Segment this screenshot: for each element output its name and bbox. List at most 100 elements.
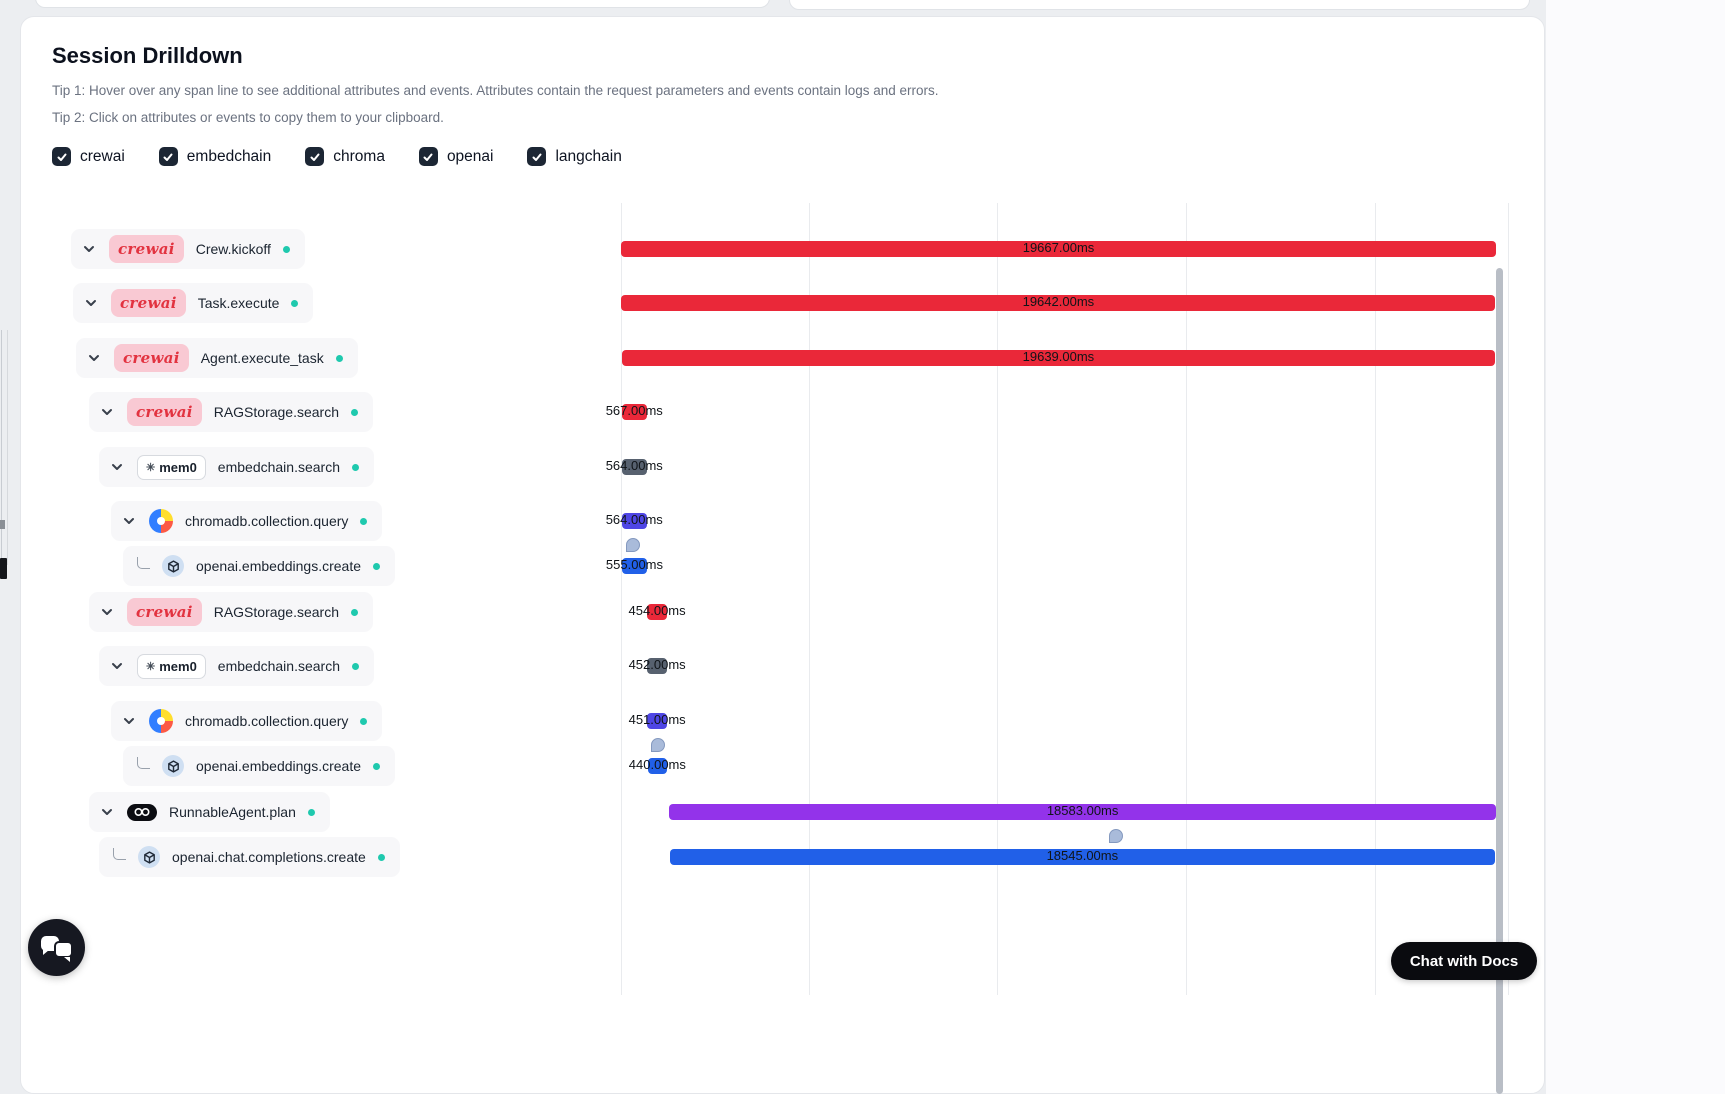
checkbox-checked-icon: [527, 147, 547, 166]
timeline-gridline: [997, 203, 998, 995]
span-name: RAGStorage.search: [213, 404, 340, 420]
trace-row-label[interactable]: openai.embeddings.create: [123, 546, 396, 586]
chevron-down-icon[interactable]: [121, 713, 137, 729]
span-bar[interactable]: [646, 604, 668, 620]
checkbox-checked-icon: [305, 147, 325, 166]
duration-label: 454.00ms: [628, 603, 686, 618]
status-dot: [351, 608, 359, 616]
chevron-down-icon[interactable]: [109, 459, 125, 475]
filter-label: langchain: [555, 147, 622, 165]
span-bar[interactable]: [621, 241, 1496, 257]
event-bubble-icon[interactable]: [650, 738, 665, 752]
filter-langchain[interactable]: langchain: [527, 147, 622, 166]
filter-openai[interactable]: openai: [418, 147, 494, 166]
child-elbow-connector: [113, 847, 126, 860]
crewai-logo: crewai: [114, 344, 189, 372]
timeline-gridline: [809, 203, 810, 995]
timeline-gridline: [1508, 203, 1509, 995]
trace-row-label[interactable]: crewai Task.execute: [73, 283, 314, 323]
trace-row-label[interactable]: crewai RAGStorage.search: [89, 392, 374, 432]
trace-row-label[interactable]: chromadb.collection.query: [111, 501, 383, 541]
page-edge-artifact: [1, 330, 2, 565]
span-name: Task.execute: [197, 295, 280, 311]
status-dot: [373, 762, 381, 770]
chevron-down-icon[interactable]: [83, 295, 99, 311]
vertical-scrollbar[interactable]: [1496, 268, 1503, 1094]
openai-logo: [162, 755, 184, 777]
duration-label: 451.00ms: [628, 712, 686, 727]
chevron-down-icon[interactable]: [99, 404, 115, 420]
span-name: chromadb.collection.query: [185, 513, 349, 529]
filter-label: crewai: [80, 147, 125, 165]
duration-label: 18583.00ms: [1046, 803, 1119, 818]
chevron-down-icon[interactable]: [109, 658, 125, 674]
child-elbow-connector: [137, 556, 150, 569]
span-bar[interactable]: [622, 558, 647, 574]
span-bar[interactable]: [669, 849, 1495, 865]
span-bar[interactable]: [621, 513, 647, 529]
openai-logo: [138, 846, 160, 868]
chat-launcher-button[interactable]: [28, 919, 85, 976]
span-bar[interactable]: [647, 713, 668, 729]
duration-label: 440.00ms: [628, 757, 686, 772]
trace-row-label[interactable]: ✳ mem0 embedchain.search: [99, 646, 374, 686]
trace-row-label[interactable]: openai.chat.completions.create: [99, 837, 400, 877]
chevron-down-icon[interactable]: [121, 513, 137, 529]
span-bar[interactable]: [621, 459, 647, 475]
checkbox-checked-icon: [418, 147, 438, 166]
trace-row-label[interactable]: ✳ mem0 embedchain.search: [99, 447, 374, 487]
chevron-down-icon[interactable]: [99, 604, 115, 620]
filter-embedchain[interactable]: embedchain: [158, 147, 271, 166]
chevron-down-icon[interactable]: [81, 241, 97, 257]
span-bar[interactable]: [621, 404, 647, 420]
timeline-gridline: [621, 203, 622, 995]
page-edge-artifact: [0, 558, 7, 579]
timeline-gridline: [1375, 203, 1376, 995]
trace-row-label[interactable]: crewai Agent.execute_task: [76, 338, 358, 378]
duration-label: 19639.00ms: [1022, 349, 1095, 364]
event-bubble-icon[interactable]: [1108, 829, 1123, 843]
span-bar[interactable]: [669, 804, 1496, 820]
page-edge-artifact: [7, 330, 8, 565]
duration-label: 555.00ms: [605, 557, 663, 572]
trace-row-label[interactable]: crewai RAGStorage.search: [89, 592, 374, 632]
span-name: RunnableAgent.plan: [169, 804, 296, 820]
filter-label: openai: [446, 147, 494, 165]
checkbox-checked-icon: [52, 147, 71, 166]
status-dot: [377, 853, 385, 861]
status-dot: [360, 517, 368, 525]
chevron-down-icon[interactable]: [86, 350, 102, 366]
chroma-logo: [149, 509, 173, 533]
duration-label: 567.00ms: [605, 403, 663, 418]
span-name: Crew.kickoff: [195, 241, 271, 257]
duration-label: 452.00ms: [628, 657, 686, 672]
chat-with-docs-button[interactable]: Chat with Docs: [1391, 942, 1537, 980]
crewai-logo: crewai: [127, 598, 202, 626]
chevron-down-icon[interactable]: [99, 804, 115, 820]
page-title: Session Drilldown: [52, 43, 243, 68]
duration-label: 564.00ms: [605, 512, 663, 527]
trace-area: crewai Crew.kickoff 19667.00ms crewai Task.e…: [21, 203, 1528, 995]
trace-row-label[interactable]: RunnableAgent.plan: [89, 792, 330, 832]
trace-row-label[interactable]: chromadb.collection.query: [111, 701, 383, 741]
timeline-gridline: [1186, 203, 1187, 995]
filter-chroma[interactable]: chroma: [305, 147, 385, 166]
trace-row-label[interactable]: crewai Crew.kickoff: [71, 229, 305, 269]
duration-label: 564.00ms: [605, 458, 663, 473]
mem0-logo: ✳ mem0: [137, 454, 206, 480]
span-name: openai.embeddings.create: [196, 558, 362, 574]
span-bar[interactable]: [621, 350, 1496, 366]
filter-crewai[interactable]: crewai: [52, 147, 125, 166]
span-bar[interactable]: [621, 295, 1496, 311]
duration-label: 18545.00ms: [1046, 848, 1119, 863]
span-bar[interactable]: [647, 658, 668, 674]
duration-label: 19667.00ms: [1022, 240, 1095, 255]
top-card-left: [35, 0, 770, 8]
tip-2-text: Tip 2: Click on attributes or events to …: [52, 110, 444, 125]
trace-row-label[interactable]: openai.embeddings.create: [123, 746, 396, 786]
span-name: RAGStorage.search: [213, 604, 340, 620]
crewai-logo: crewai: [127, 398, 202, 426]
tip-1-text: Tip 1: Hover over any span line to see a…: [52, 83, 939, 98]
event-bubble-icon[interactable]: [626, 538, 640, 552]
span-bar[interactable]: [647, 758, 668, 774]
